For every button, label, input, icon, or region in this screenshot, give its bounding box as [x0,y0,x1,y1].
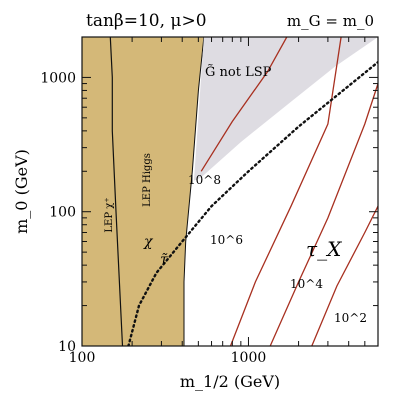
y-axis-label: m_0 (GeV) [12,149,31,234]
y-tick-label-0: 10 [58,339,76,355]
corner-label: m_G = m_0 [287,12,374,30]
lep-chargino-label: LEP χ⁺ [104,197,115,232]
plot-area [82,37,378,346]
stau-label: τ̃ [160,252,168,268]
contour-line-0 [200,37,288,172]
x-axis-label: m_1/2 (GeV) [180,372,280,391]
contour-label-2: 10^4 [290,277,323,291]
contour-line-3 [311,205,378,346]
plot-clipped [82,37,378,346]
chi-label: χ [143,234,154,250]
y-tick-label-1: 100 [49,205,76,221]
labels: tanβ=10, μ>0 m_G = m_0 m_1/2 (GeV) m_0 (GeV… [12,11,374,391]
x-tick-label-1: 1000 [231,350,267,366]
stau-neutralino-line [127,60,378,346]
contour-line-2 [269,83,378,346]
contour-label-3: 10^2 [334,311,367,325]
contour-line-1 [229,37,342,346]
contour-label-0: 10^8 [188,173,221,187]
gravitino-label: G̃ not LSP [205,64,272,80]
plot-frame [81,36,379,347]
chargino-bound-line [109,37,124,346]
lep-higgs-label: LEP Higgs [142,153,153,207]
contour-label-1: 10^6 [210,233,243,247]
y-tick-label-2: 1000 [40,70,76,86]
gravitino-not-lsp-region [193,37,378,181]
lifetime-label: τ_X [306,237,342,261]
chart-title: tanβ=10, μ>0 [86,11,207,31]
x-tick-label-0: 100 [69,350,96,366]
